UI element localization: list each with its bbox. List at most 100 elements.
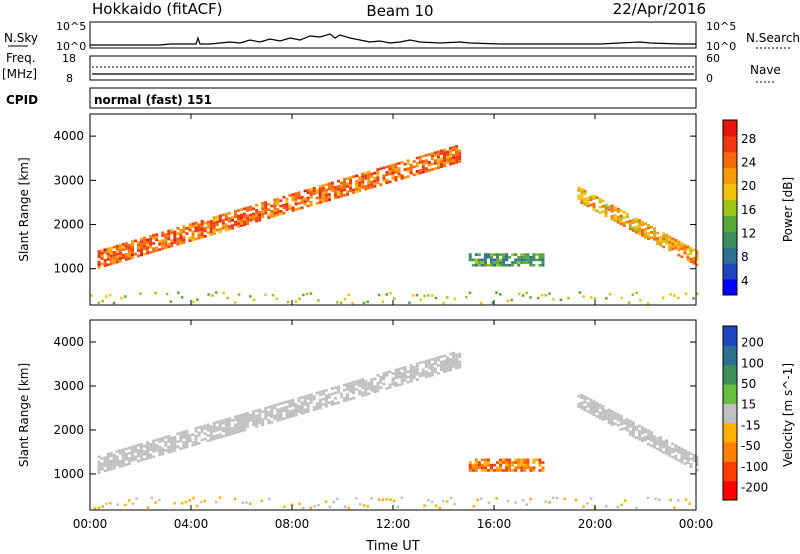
- data-cell: [449, 160, 453, 163]
- data-cell: [358, 379, 362, 382]
- data-cell: [535, 458, 539, 462]
- data-cell: [109, 454, 113, 458]
- scatter-cell: [442, 499, 445, 503]
- scatter-cell: [343, 505, 347, 509]
- data-cell: [586, 402, 590, 405]
- data-cell: [246, 222, 250, 226]
- data-cell: [212, 421, 216, 425]
- data-cell: [212, 226, 216, 230]
- data-cell: [155, 249, 159, 252]
- data-cell: [613, 416, 617, 420]
- data-cell: [489, 263, 493, 267]
- data-cell: [358, 186, 362, 190]
- data-cell: [480, 263, 484, 267]
- data-cell: [637, 432, 641, 436]
- data-cell: [616, 215, 620, 219]
- data-cell: [439, 368, 443, 372]
- data-cell: [613, 214, 617, 217]
- data-cell: [246, 425, 250, 428]
- data-cell: [647, 234, 651, 238]
- scatter-cell: [347, 293, 351, 297]
- data-cell: [246, 206, 250, 210]
- data-cell: [127, 446, 131, 450]
- data-cell: [315, 402, 319, 405]
- data-cell: [139, 458, 144, 462]
- data-cell: [607, 416, 611, 419]
- data-cell: [300, 404, 304, 407]
- data-cell: [324, 196, 328, 200]
- data-cell: [382, 174, 386, 178]
- data-cell: [164, 441, 168, 444]
- data-cell: [115, 450, 119, 453]
- data-cell: [218, 217, 222, 220]
- data-cell: [662, 240, 666, 243]
- data-cell: [103, 261, 107, 265]
- data-cell: [206, 220, 210, 224]
- scatter-cell: [211, 294, 214, 297]
- data-cell: [452, 153, 456, 157]
- data-cell: [580, 406, 584, 410]
- data-cell: [324, 194, 328, 197]
- scatter-cell: [135, 497, 138, 500]
- data-cell: [209, 222, 213, 226]
- data-cell: [523, 255, 527, 259]
- data-cell: [517, 255, 521, 259]
- data-cell: [203, 234, 207, 238]
- data-cell: [194, 427, 198, 430]
- data-cell: [452, 148, 456, 152]
- data-cell: [112, 453, 116, 457]
- data-cell: [179, 231, 183, 235]
- data-cell: [203, 424, 207, 428]
- data-cell: [452, 145, 456, 149]
- scatter-cell: [472, 504, 476, 508]
- data-cell: [616, 218, 620, 222]
- data-cell: [167, 448, 171, 451]
- data-cell: [520, 463, 524, 467]
- data-cell: [529, 255, 533, 259]
- data-cell: [668, 240, 672, 244]
- data-cell: [580, 188, 584, 191]
- data-cell: [149, 235, 153, 238]
- data-cell: [637, 221, 641, 225]
- data-cell: [233, 223, 237, 227]
- data-cell: [659, 236, 663, 239]
- data-cell: [379, 183, 383, 186]
- data-cell: [671, 247, 675, 251]
- data-cell: [653, 238, 657, 241]
- data-cell: [124, 244, 128, 248]
- data-cell: [523, 458, 527, 462]
- data-cell: [442, 370, 447, 373]
- data-cell: [385, 173, 389, 177]
- data-cell: [230, 427, 234, 430]
- data-cell: [583, 395, 587, 399]
- data-cell: [508, 466, 512, 470]
- data-cell: [336, 187, 340, 191]
- data-cell: [695, 468, 699, 472]
- data-cell: [121, 464, 125, 467]
- scatter-cell: [169, 300, 173, 303]
- data-cell: [379, 167, 383, 171]
- data-cell: [427, 169, 431, 172]
- colorbar-label: Velocity [m s^-1]: [781, 363, 795, 467]
- data-cell: [508, 263, 512, 267]
- data-cell: [236, 419, 240, 423]
- data-cell: [502, 261, 506, 264]
- data-cell: [279, 204, 283, 208]
- data-cell: [628, 222, 632, 225]
- colorbar-frame: [722, 325, 738, 501]
- data-cell: [118, 243, 122, 247]
- data-cell: [468, 463, 472, 467]
- data-cell: [541, 466, 545, 470]
- data-cell: [483, 466, 487, 470]
- data-cell: [109, 262, 113, 266]
- data-cell: [406, 159, 410, 163]
- data-cell: [243, 420, 247, 424]
- data-cell: [430, 154, 434, 158]
- data-cell: [634, 428, 638, 431]
- data-cell: [333, 396, 337, 400]
- data-cell: [327, 393, 331, 397]
- data-cell: [505, 255, 509, 259]
- data-cell: [433, 367, 437, 371]
- data-cell: [243, 207, 247, 211]
- data-cell: [97, 266, 101, 269]
